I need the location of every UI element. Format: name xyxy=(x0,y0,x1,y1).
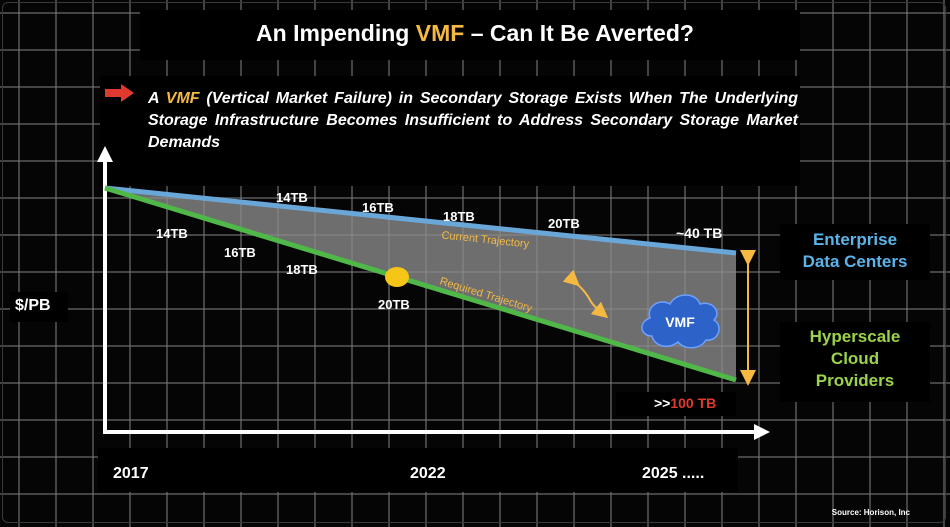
y-axis-label: $/PB xyxy=(15,297,51,314)
current-label-16tb: 16TB xyxy=(362,200,394,215)
current-label-18tb: 18TB xyxy=(443,209,475,224)
vmf-cloud-label: VMF xyxy=(665,314,695,330)
x-tick-2022: 2022 xyxy=(410,465,446,482)
required-label-18tb: 18TB xyxy=(286,262,318,277)
y-axis-arrowhead xyxy=(97,146,113,162)
current-end-label: ~40 TB xyxy=(676,225,723,241)
curved-arrow-icon xyxy=(562,269,609,319)
required-end-label: >>100 TB xyxy=(654,395,717,411)
slide-title: An Impending VMF – Can It Be Averted? xyxy=(256,20,694,46)
ypb-panel xyxy=(10,292,68,322)
required-label-20tb: 20TB xyxy=(378,297,410,312)
hyperscale-label: Hyperscale Cloud Providers xyxy=(809,327,901,390)
xaxis-panel xyxy=(98,448,738,492)
title-highlight: VMF xyxy=(415,20,465,46)
slide-subtitle: A VMF (Vertical Market Failure) in Secon… xyxy=(148,90,799,151)
current-label-14tb: 14TB xyxy=(276,190,308,205)
subtitle-highlight: VMF xyxy=(165,90,200,107)
hundred-tb-panel xyxy=(616,392,736,416)
required-label-14tb: 14TB xyxy=(156,226,188,241)
x-axis-arrowhead xyxy=(754,424,770,440)
milestone-dot xyxy=(385,267,409,287)
required-label-16tb: 16TB xyxy=(224,245,256,260)
current-label-20tb: 20TB xyxy=(548,216,580,231)
hyperscale-panel xyxy=(780,322,930,402)
title-panel xyxy=(140,10,800,60)
required-trajectory-line xyxy=(104,185,737,383)
current-trajectory-line xyxy=(104,185,737,256)
x-tick-2017: 2017 xyxy=(113,465,149,482)
vmf-cloud-icon xyxy=(641,294,720,349)
subtitle-panel xyxy=(100,76,800,186)
bullet-arrow-icon xyxy=(105,84,134,102)
enterprise-label: Enterprise Data Centers xyxy=(802,230,908,271)
source-credit: Source: Horison, Inc xyxy=(831,508,910,517)
enterprise-panel xyxy=(780,224,930,280)
x-tick-2025: 2025 ..... xyxy=(642,465,705,482)
